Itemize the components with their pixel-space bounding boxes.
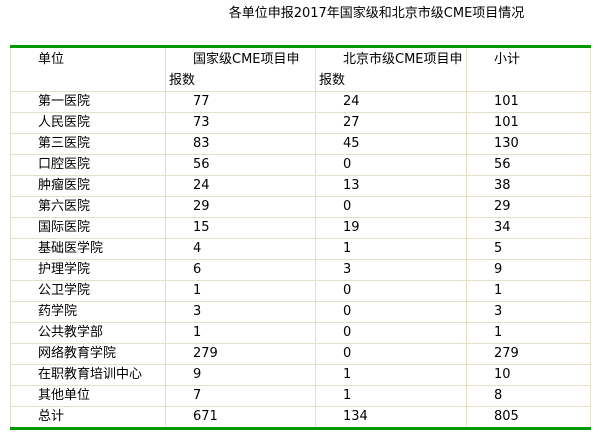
beijing-count-cell: 24 — [315, 91, 467, 113]
unit-cell: 第一医院 — [10, 91, 166, 113]
beijing-count-cell: 1 — [315, 364, 467, 386]
unit-cell: 肿瘤医院 — [10, 175, 166, 197]
unit-cell: 药学院 — [10, 301, 166, 323]
table-row: 第一医院 77 24 101 — [10, 91, 591, 113]
beijing-count-cell: 27 — [315, 112, 467, 134]
unit-cell: 第三医院 — [10, 133, 166, 155]
table-row: 公共教学部 1 0 1 — [10, 322, 591, 344]
beijing-count-cell: 0 — [315, 280, 467, 302]
national-count-cell: 4 — [165, 238, 316, 260]
unit-cell: 人民医院 — [10, 112, 166, 134]
national-count-cell: 56 — [165, 154, 316, 176]
unit-cell: 口腔医院 — [10, 154, 166, 176]
subtotal-cell: 130 — [466, 133, 591, 155]
unit-cell: 公卫学院 — [10, 280, 166, 302]
table-row: 公卫学院 1 0 1 — [10, 280, 591, 302]
subtotal-cell: 34 — [466, 217, 591, 239]
beijing-count-cell: 0 — [315, 196, 467, 218]
subtotal-cell: 38 — [466, 175, 591, 197]
beijing-count-cell: 13 — [315, 175, 467, 197]
beijing-count-cell: 0 — [315, 343, 467, 365]
national-count-cell: 73 — [165, 112, 316, 134]
national-count-cell: 671 — [165, 406, 316, 429]
beijing-count-cell: 1 — [315, 385, 467, 407]
table-row: 药学院 3 0 3 — [10, 301, 591, 323]
national-count-cell: 15 — [165, 217, 316, 239]
subtotal-cell: 9 — [466, 259, 591, 281]
table-row: 肿瘤医院 24 13 38 — [10, 175, 591, 197]
unit-cell: 在职教育培训中心 — [10, 364, 166, 386]
table-row: 网络教育学院 279 0 279 — [10, 343, 591, 365]
beijing-count-cell: 0 — [315, 322, 467, 344]
national-count-cell: 279 — [165, 343, 316, 365]
unit-cell: 国际医院 — [10, 217, 166, 239]
beijing-count-cell: 134 — [315, 406, 467, 429]
unit-cell: 第六医院 — [10, 196, 166, 218]
table-row: 人民医院 73 27 101 — [10, 112, 591, 134]
unit-cell: 护理学院 — [10, 259, 166, 281]
subtotal-cell: 1 — [466, 280, 591, 302]
subtotal-cell: 101 — [466, 112, 591, 134]
national-count-cell: 6 — [165, 259, 316, 281]
subtotal-cell: 1 — [466, 322, 591, 344]
beijing-count-cell: 0 — [315, 154, 467, 176]
unit-cell: 基础医学院 — [10, 238, 166, 260]
table-row: 护理学院 6 3 9 — [10, 259, 591, 281]
beijing-count-cell: 0 — [315, 301, 467, 323]
subtotal-cell: 56 — [466, 154, 591, 176]
table-row: 口腔医院 56 0 56 — [10, 154, 591, 176]
unit-cell: 其他单位 — [10, 385, 166, 407]
cme-report-table: 单位 国家级CME项目申报数 北京市级CME项目申报数 小计 第一医院 77 24 1… — [10, 45, 591, 430]
national-count-cell: 83 — [165, 133, 316, 155]
unit-cell: 公共教学部 — [10, 322, 166, 344]
column-header-unit: 单位 — [10, 46, 166, 92]
subtotal-cell: 29 — [466, 196, 591, 218]
page: 各单位申报2017年国家级和北京市级CME项目情况 单位 国家级CME项目申报数… — [0, 5, 603, 441]
national-count-cell: 1 — [165, 322, 316, 344]
table-row: 在职教育培训中心 9 1 10 — [10, 364, 591, 386]
subtotal-cell: 279 — [466, 343, 591, 365]
table-row: 第三医院 83 45 130 — [10, 133, 591, 155]
unit-cell: 网络教育学院 — [10, 343, 166, 365]
beijing-count-cell: 45 — [315, 133, 467, 155]
unit-cell: 总计 — [10, 406, 166, 429]
national-count-cell: 77 — [165, 91, 316, 113]
page-title: 各单位申报2017年国家级和北京市级CME项目情况 — [228, 6, 525, 21]
table-row: 基础医学院 4 1 5 — [10, 238, 591, 260]
subtotal-cell: 8 — [466, 385, 591, 407]
header-row: 单位 国家级CME项目申报数 北京市级CME项目申报数 小计 — [10, 46, 591, 92]
national-count-cell: 1 — [165, 280, 316, 302]
subtotal-cell: 10 — [466, 364, 591, 386]
table-body: 第一医院 77 24 101 人民医院 73 27 101 第三医院 83 45 130 口腔医院 56 0… — [10, 91, 591, 429]
column-header-subtotal: 小计 — [466, 46, 591, 92]
national-count-cell: 9 — [165, 364, 316, 386]
national-count-cell: 29 — [165, 196, 316, 218]
table-header: 单位 国家级CME项目申报数 北京市级CME项目申报数 小计 — [10, 46, 591, 92]
column-header-beijing-count: 北京市级CME项目申报数 — [315, 46, 467, 92]
table-row: 其他单位 7 1 8 — [10, 385, 591, 407]
subtotal-cell: 5 — [466, 238, 591, 260]
beijing-count-cell: 1 — [315, 238, 467, 260]
subtotal-cell: 3 — [466, 301, 591, 323]
table-row: 国际医院 15 19 34 — [10, 217, 591, 239]
national-count-cell: 7 — [165, 385, 316, 407]
column-header-national-count: 国家级CME项目申报数 — [165, 46, 316, 92]
subtotal-cell: 805 — [466, 406, 591, 429]
national-count-cell: 24 — [165, 175, 316, 197]
national-count-cell: 3 — [165, 301, 316, 323]
table-row: 第六医院 29 0 29 — [10, 196, 591, 218]
beijing-count-cell: 19 — [315, 217, 467, 239]
subtotal-cell: 101 — [466, 91, 591, 113]
table-row: 总计 671 134 805 — [10, 406, 591, 429]
beijing-count-cell: 3 — [315, 259, 467, 281]
